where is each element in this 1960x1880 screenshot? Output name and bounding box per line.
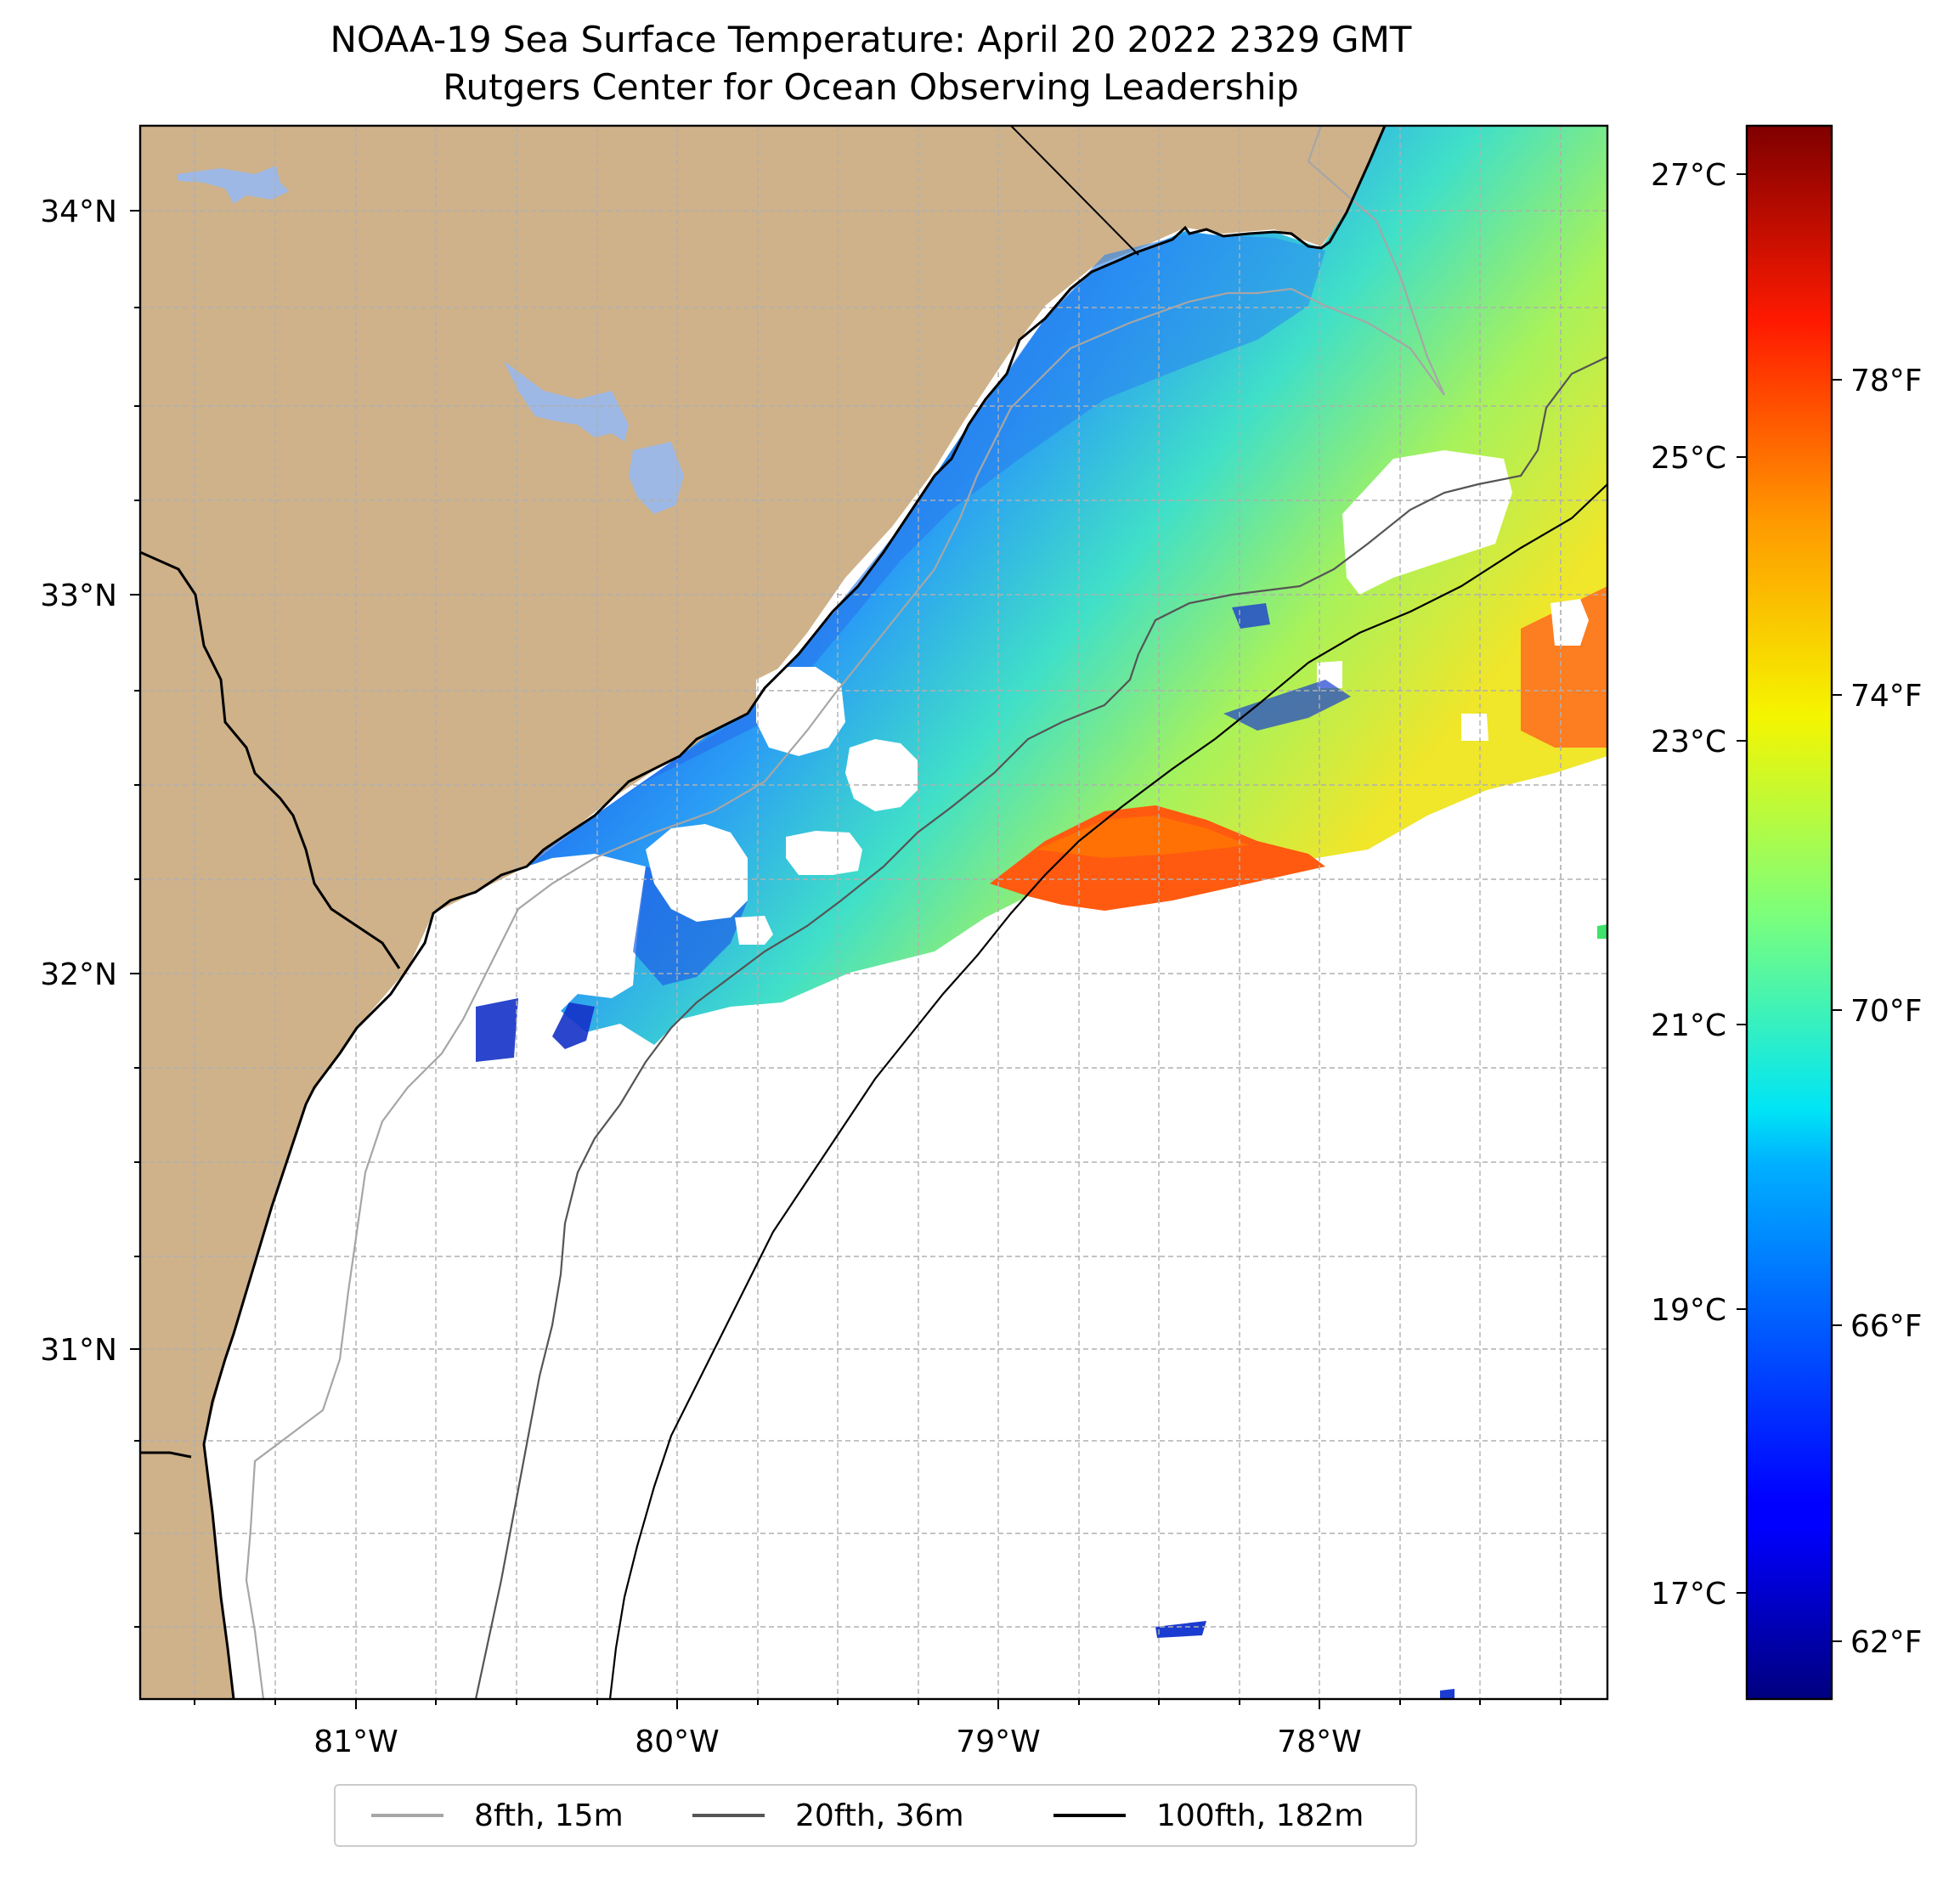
map-area — [140, 126, 1607, 1699]
celsius-tick-label: 25°C — [1651, 441, 1726, 476]
lon-tick-label: 79°W — [956, 1725, 1040, 1759]
lat-tick-label: 32°N — [40, 957, 117, 992]
legend-label: 8fth, 15m — [474, 1798, 624, 1833]
lake-icon — [177, 166, 289, 204]
lon-tick-label: 80°W — [635, 1725, 719, 1759]
land-mass — [140, 126, 1385, 1699]
legend-line-icon — [692, 1814, 765, 1817]
lake-icon — [504, 361, 629, 442]
legend-item-20fth: 20fth, 36m — [692, 1786, 964, 1845]
fahrenheit-tick-label: 78°F — [1850, 364, 1923, 398]
celsius-tick-label: 21°C — [1651, 1008, 1726, 1043]
x-ticks — [194, 1699, 1562, 1709]
isobath-8fth — [245, 126, 1446, 1699]
celsius-tick-label: 23°C — [1651, 725, 1726, 759]
legend-item-8fth: 8fth, 15m — [371, 1786, 624, 1845]
isobath-100fth — [608, 483, 1607, 1699]
lake-icon — [629, 442, 684, 514]
celsius-tick-label: 17°C — [1651, 1577, 1726, 1612]
legend-label: 20fth, 36m — [795, 1798, 964, 1833]
legend-line-icon — [1053, 1814, 1126, 1817]
grid-lines — [140, 126, 1607, 1699]
legend-line-icon — [371, 1814, 443, 1817]
warm-eddy — [990, 805, 1325, 911]
map-frame — [138, 124, 1609, 1701]
map-subtitle: Rutgers Center for Ocean Observing Leade… — [443, 66, 1299, 108]
celsius-tick-label: 27°C — [1651, 158, 1726, 193]
celsius-tick-label: 19°C — [1651, 1293, 1726, 1328]
fahrenheit-ticks — [1832, 379, 1842, 1642]
celsius-ticks — [1737, 173, 1747, 1594]
fahrenheit-tick-label: 70°F — [1850, 994, 1923, 1029]
y-ticks — [130, 210, 140, 1628]
coastline — [202, 126, 1387, 1699]
fahrenheit-tick-label: 74°F — [1850, 679, 1923, 714]
colorbar — [1747, 126, 1832, 1699]
lon-tick-label: 81°W — [313, 1725, 398, 1759]
lat-tick-label: 33°N — [40, 579, 117, 613]
lat-tick-label: 31°N — [40, 1333, 117, 1368]
lon-tick-label: 78°W — [1277, 1725, 1361, 1759]
legend-label: 100fth, 182m — [1156, 1798, 1364, 1833]
fahrenheit-tick-label: 62°F — [1850, 1625, 1923, 1660]
legend-item-100fth: 100fth, 182m — [1053, 1786, 1364, 1845]
isobath-20fth — [474, 356, 1607, 1699]
sst-field — [527, 126, 1607, 1045]
map-title: NOAA-19 Sea Surface Temperature: April 2… — [330, 19, 1412, 60]
lat-tick-label: 34°N — [40, 195, 117, 229]
fahrenheit-tick-label: 66°F — [1850, 1309, 1923, 1344]
legend: 8fth, 15m 20fth, 36m 100fth, 182m — [334, 1784, 1417, 1847]
